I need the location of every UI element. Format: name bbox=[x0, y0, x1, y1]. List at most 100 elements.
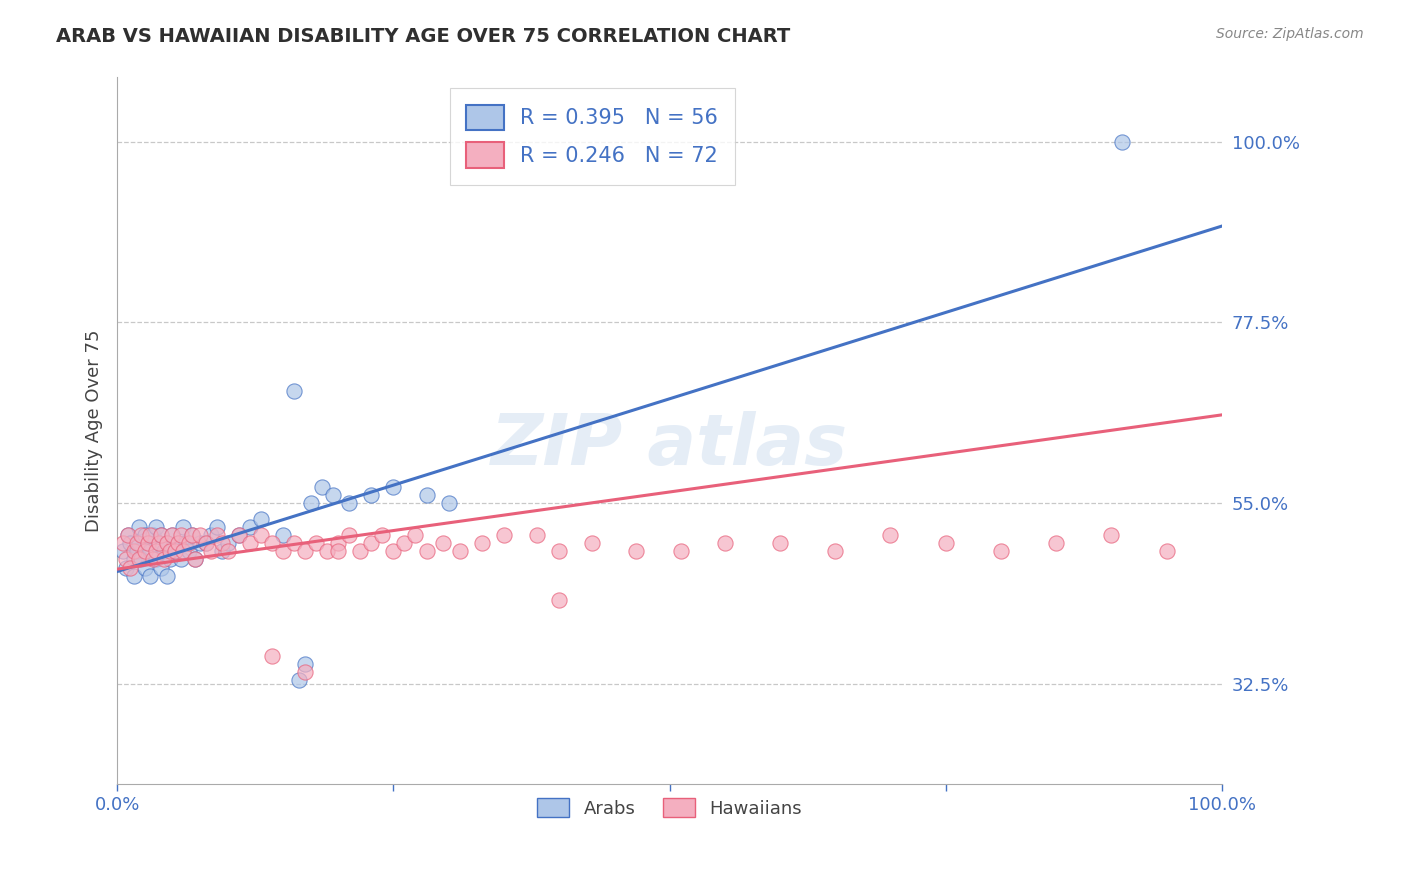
Point bbox=[162, 528, 184, 542]
Point bbox=[526, 528, 548, 542]
Point bbox=[172, 544, 194, 558]
Legend: Arabs, Hawaiians: Arabs, Hawaiians bbox=[530, 791, 810, 825]
Point bbox=[1045, 536, 1067, 550]
Point bbox=[249, 512, 271, 526]
Point bbox=[156, 536, 179, 550]
Point bbox=[131, 552, 153, 566]
Point bbox=[134, 528, 156, 542]
Point bbox=[239, 520, 262, 534]
Point bbox=[148, 536, 170, 550]
Point bbox=[183, 552, 205, 566]
Point bbox=[188, 528, 211, 542]
Point bbox=[382, 544, 405, 558]
Point bbox=[177, 544, 200, 558]
Point bbox=[122, 544, 145, 558]
Point bbox=[271, 544, 294, 558]
Point bbox=[145, 544, 167, 558]
Point bbox=[311, 480, 333, 494]
Point bbox=[337, 528, 360, 542]
Point bbox=[437, 496, 460, 510]
Point bbox=[122, 552, 145, 566]
Point bbox=[145, 552, 167, 566]
Point bbox=[990, 544, 1012, 558]
Point bbox=[360, 536, 382, 550]
Point bbox=[128, 552, 150, 566]
Point bbox=[415, 544, 437, 558]
Point bbox=[404, 528, 426, 542]
Point bbox=[211, 536, 233, 550]
Point bbox=[288, 673, 311, 687]
Point bbox=[194, 536, 217, 550]
Point bbox=[260, 648, 283, 663]
Point bbox=[150, 528, 173, 542]
Point bbox=[163, 544, 186, 558]
Point bbox=[183, 552, 205, 566]
Point bbox=[136, 536, 159, 550]
Point bbox=[170, 528, 193, 542]
Point bbox=[141, 528, 163, 542]
Point bbox=[769, 536, 792, 550]
Point bbox=[181, 528, 204, 542]
Point bbox=[217, 536, 239, 550]
Point bbox=[669, 544, 692, 558]
Text: ZIP atlas: ZIP atlas bbox=[491, 410, 848, 480]
Point bbox=[294, 665, 316, 679]
Point bbox=[626, 544, 648, 558]
Point bbox=[1099, 528, 1122, 542]
Point bbox=[115, 552, 138, 566]
Point bbox=[159, 544, 181, 558]
Point bbox=[228, 528, 250, 542]
Point bbox=[131, 528, 153, 542]
Point bbox=[294, 544, 316, 558]
Point bbox=[167, 536, 190, 550]
Point bbox=[349, 544, 371, 558]
Point bbox=[415, 488, 437, 502]
Point bbox=[211, 544, 233, 558]
Point bbox=[228, 528, 250, 542]
Point bbox=[581, 536, 603, 550]
Point bbox=[111, 536, 134, 550]
Point bbox=[148, 536, 170, 550]
Point bbox=[299, 496, 322, 510]
Text: Source: ZipAtlas.com: Source: ZipAtlas.com bbox=[1216, 27, 1364, 41]
Point bbox=[170, 552, 193, 566]
Point bbox=[322, 488, 344, 502]
Point bbox=[360, 488, 382, 502]
Point bbox=[150, 528, 173, 542]
Point bbox=[548, 544, 571, 558]
Point bbox=[371, 528, 394, 542]
Point bbox=[1156, 544, 1178, 558]
Point bbox=[134, 544, 156, 558]
Point bbox=[181, 528, 204, 542]
Point bbox=[283, 536, 305, 550]
Point bbox=[200, 544, 222, 558]
Point bbox=[117, 528, 139, 542]
Point bbox=[128, 520, 150, 534]
Point bbox=[217, 544, 239, 558]
Point bbox=[134, 560, 156, 574]
Point bbox=[935, 536, 957, 550]
Point bbox=[174, 536, 197, 550]
Point bbox=[152, 552, 174, 566]
Point bbox=[471, 536, 494, 550]
Point bbox=[283, 384, 305, 398]
Point bbox=[159, 552, 181, 566]
Point bbox=[156, 536, 179, 550]
Point bbox=[200, 528, 222, 542]
Point bbox=[382, 480, 405, 494]
Point bbox=[260, 536, 283, 550]
Point bbox=[326, 536, 349, 550]
Point bbox=[394, 536, 416, 550]
Point bbox=[150, 560, 173, 574]
Point bbox=[163, 544, 186, 558]
Point bbox=[141, 552, 163, 566]
Point bbox=[194, 536, 217, 550]
Point bbox=[449, 544, 471, 558]
Point bbox=[188, 536, 211, 550]
Point bbox=[879, 528, 901, 542]
Point bbox=[713, 536, 735, 550]
Point bbox=[156, 568, 179, 582]
Point bbox=[139, 544, 162, 558]
Point bbox=[1111, 135, 1133, 149]
Point bbox=[136, 536, 159, 550]
